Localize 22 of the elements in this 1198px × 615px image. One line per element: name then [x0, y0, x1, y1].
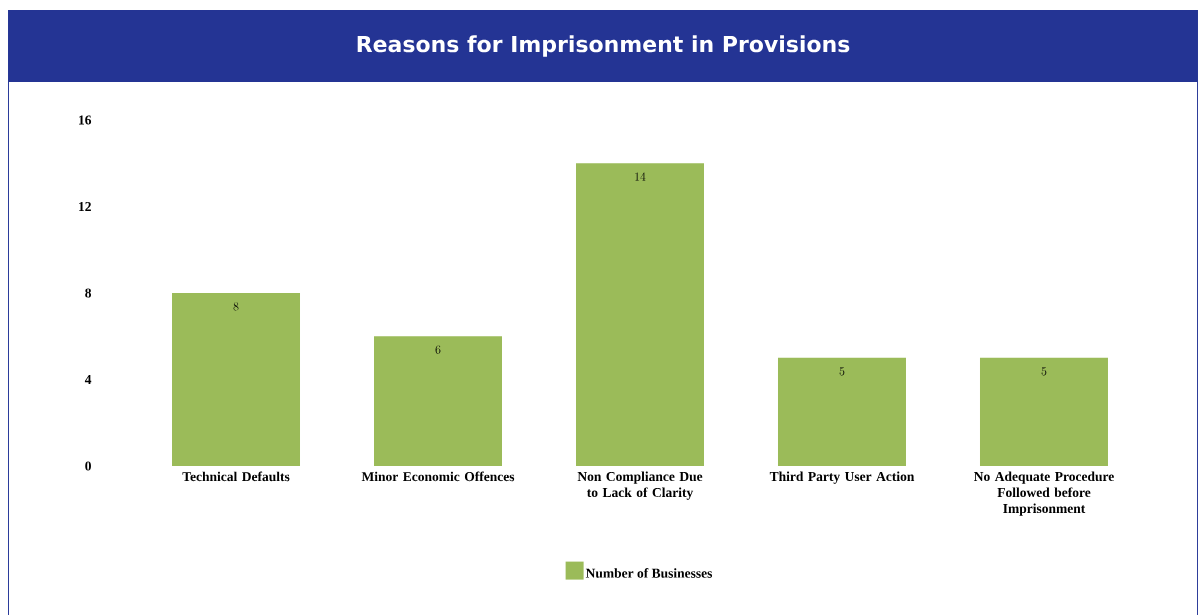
y-tick-label: 8	[85, 288, 92, 298]
data-label: 6	[435, 345, 441, 354]
x-tick-label: No Adequate Procedure Followed before Imprisonment	[973, 471, 1114, 516]
data-label: 5	[839, 367, 845, 376]
legend-label: Number of Businesses	[585, 568, 713, 578]
y-tick-label: 4	[84, 375, 92, 384]
bar	[374, 336, 502, 466]
x-tick-label: Third Party User Action	[769, 471, 915, 484]
bar	[172, 292, 301, 466]
data-label: 8	[233, 302, 239, 311]
data-label: 5	[1041, 367, 1047, 376]
bar	[576, 163, 704, 466]
bar	[777, 357, 906, 466]
x-tick-label: Non Compliance Due to Lack of Clarity	[577, 471, 703, 500]
y-tick-label: 0	[85, 461, 91, 471]
y-tick-label: 16	[79, 115, 92, 125]
data-label: 14	[635, 172, 646, 181]
x-tick-label: Minor Economic Offences	[361, 471, 515, 482]
y-tick-label: 12	[79, 202, 91, 211]
x-tick-label: Technical Defaults	[182, 471, 290, 482]
chart-title: Reasons for Imprisonment in Provisions	[357, 35, 850, 57]
bar	[979, 357, 1108, 466]
